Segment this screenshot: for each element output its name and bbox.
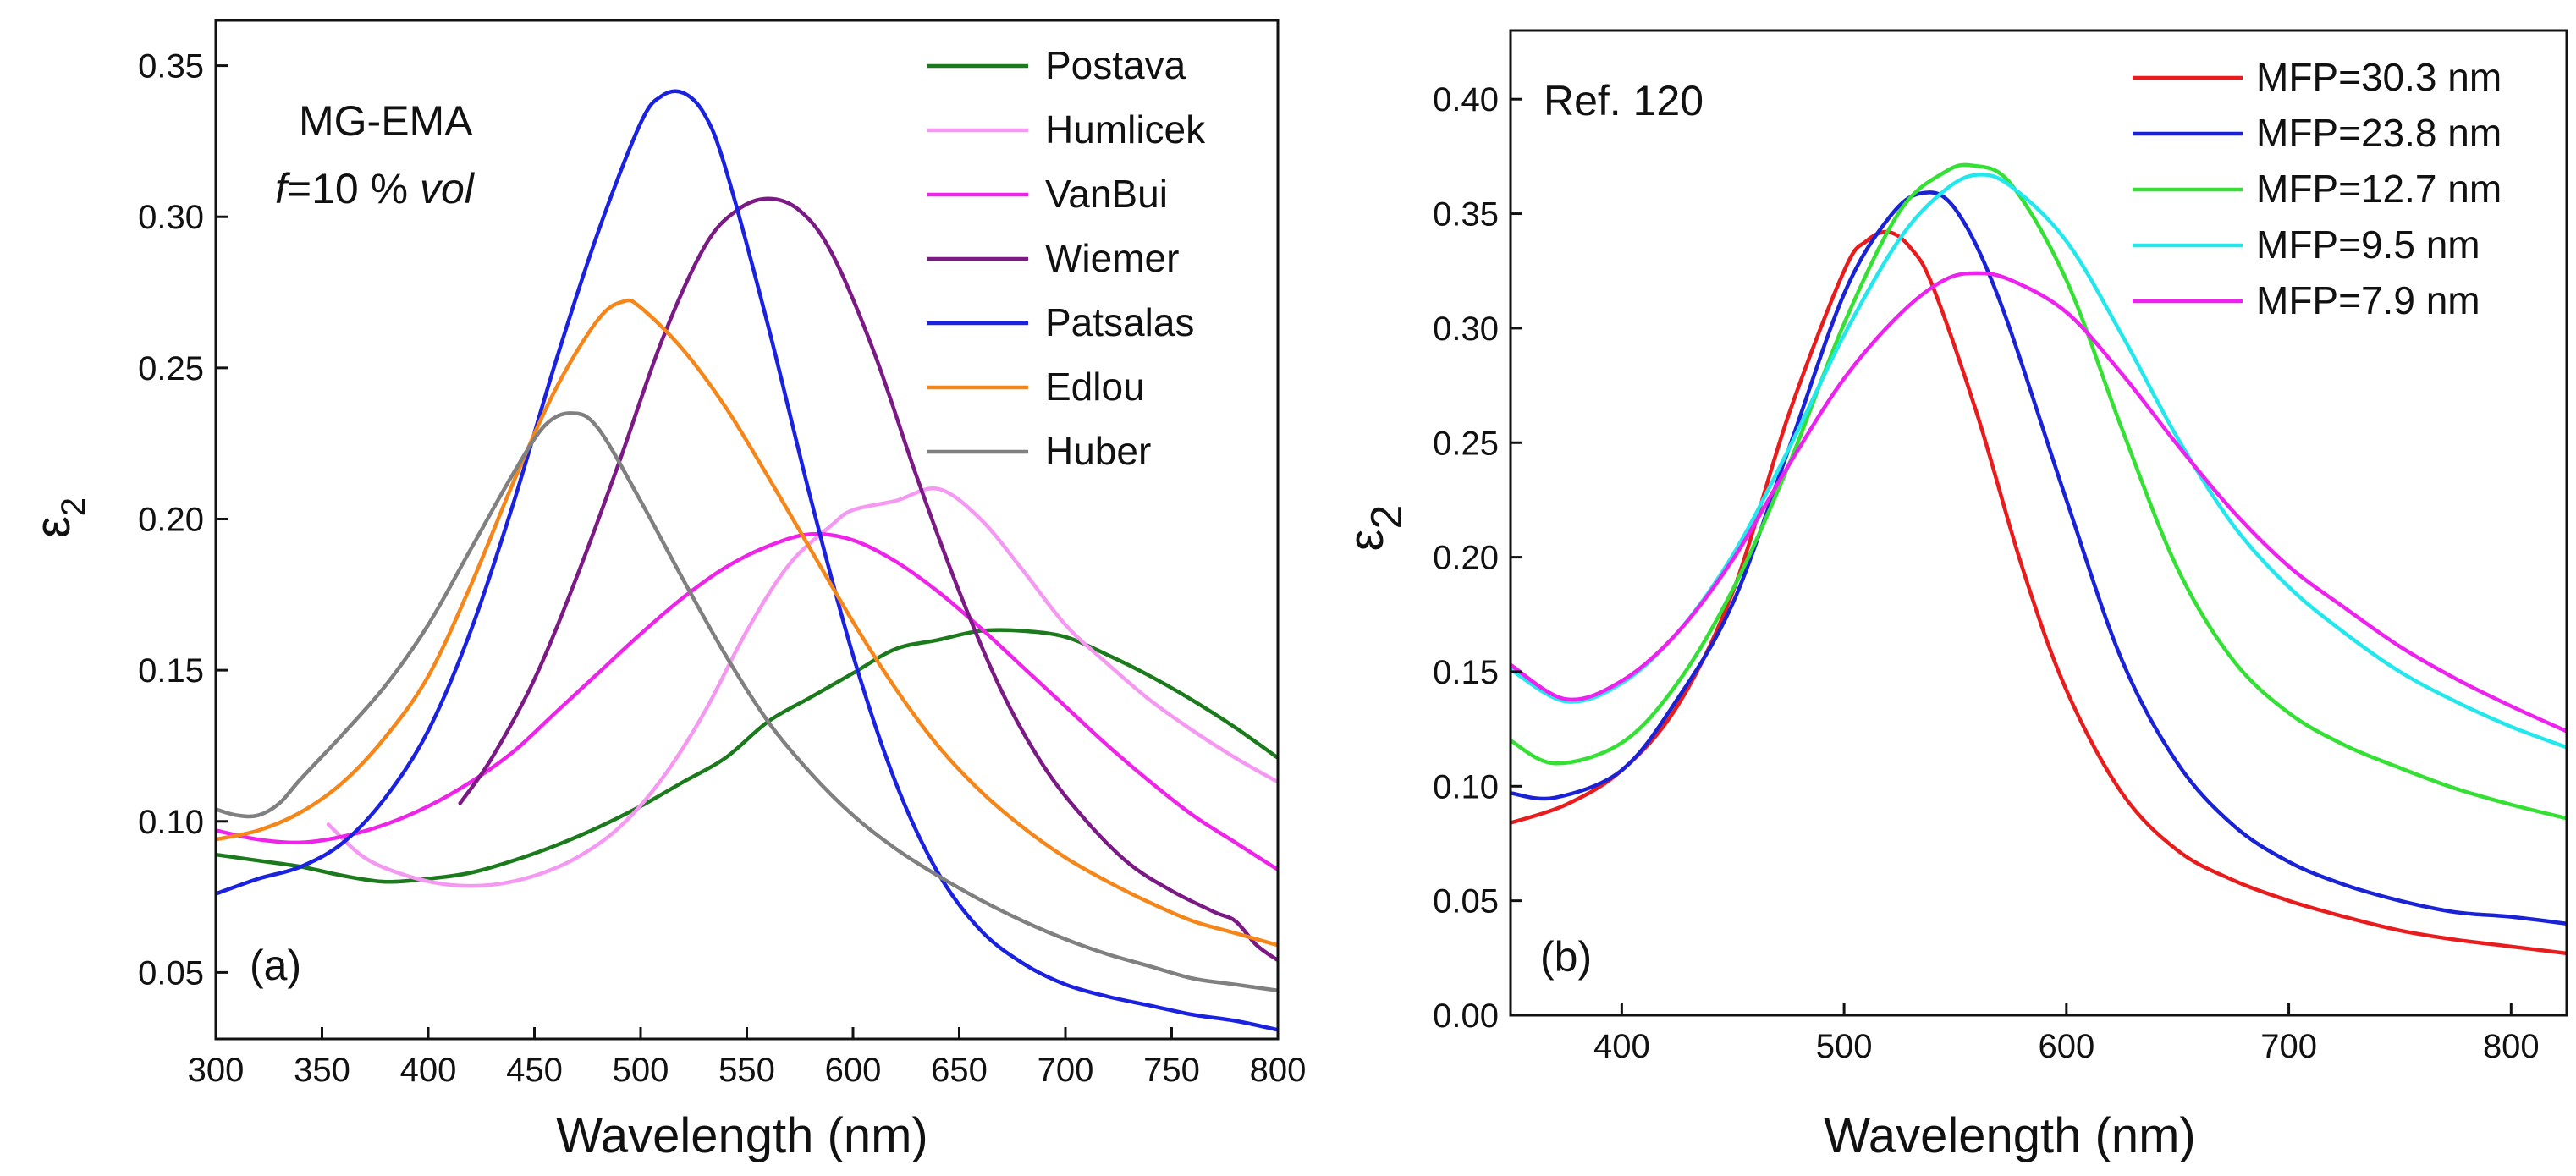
y-tick-label-a: 0.25 <box>138 350 204 387</box>
x-tick-label-b: 600 <box>2038 1028 2094 1065</box>
series-wiemer <box>458 196 1278 963</box>
chart-panel-b: 400 500 600 700 800 0.00 0.05 0.10 0.15 0.20 0.25 0… <box>1339 29 2568 1163</box>
y-tick-label-a: 0.15 <box>138 652 204 690</box>
series-huber <box>216 411 1278 993</box>
series-patsalas <box>216 89 1278 1032</box>
legend-a: Postava Humlicek VanBui Wiemer Patsalas Edlou… <box>927 43 1206 473</box>
series-mfp-30-3-nm <box>1511 229 2567 956</box>
y-axis-title-a: ε2 <box>25 497 92 538</box>
y-tick-label-b: 0.30 <box>1433 310 1499 348</box>
y-tick-label-a: 0.35 <box>138 48 204 85</box>
y-tick-label-b: 0.20 <box>1433 540 1499 577</box>
plot-frame-b <box>1509 29 2568 1017</box>
y-axis-title-b: ε2 <box>1339 505 1412 552</box>
annotation-reference: Ref. 120 <box>1544 77 1704 124</box>
legend-label: Huber <box>1045 429 1151 473</box>
axes-layer-b: 400 500 600 700 800 0.00 0.05 0.10 0.15 0.20 0.25 0… <box>1433 29 2568 1065</box>
y-axis-symbol-a: ε <box>25 516 80 538</box>
x-tick-label-a: 650 <box>931 1052 988 1089</box>
series-postava <box>216 628 1278 884</box>
annotation-fraction-value: =10 % <box>287 165 420 212</box>
annotation-fraction-unit: vol <box>420 165 476 212</box>
x-tick-label-a: 300 <box>188 1052 245 1089</box>
legend-label: MFP=7.9 nm <box>2256 278 2480 322</box>
y-tick-label-b: 0.10 <box>1433 768 1499 805</box>
legend-label: Wiemer <box>1045 236 1179 280</box>
panel-label-b: (b) <box>1540 933 1592 981</box>
legend-b: MFP=30.3 nm MFP=23.8 nm MFP=12.7 nm MFP=9.5… <box>2133 55 2502 322</box>
series-vanbui <box>216 531 1278 872</box>
legend-label: MFP=30.3 nm <box>2256 55 2502 99</box>
y-tick-label-a: 0.10 <box>138 804 204 841</box>
legend-label: Humlicek <box>1045 107 1206 151</box>
x-tick-label-a: 800 <box>1250 1052 1307 1089</box>
x-axis-title-b: Wavelength (nm) <box>1824 1108 2195 1163</box>
x-tick-label-a: 700 <box>1038 1052 1094 1089</box>
y-tick-label-a: 0.30 <box>138 199 204 236</box>
y-axis-subscript-b: 2 <box>1362 505 1412 530</box>
y-tick-label-a: 0.05 <box>138 954 204 992</box>
chart-panel-a: 300 350 400 450 500 550 600 650 700 750 800 0.05 0.1… <box>25 19 1307 1163</box>
y-tick-label-b: 0.05 <box>1433 883 1499 920</box>
y-axis-subscript-a: 2 <box>55 497 92 516</box>
series-layer-a <box>216 89 1278 1032</box>
annotation-fraction: f=10 % vol <box>275 165 476 212</box>
x-tick-label-b: 800 <box>2483 1028 2540 1065</box>
axes-layer-a: 300 350 400 450 500 550 600 650 700 750 800 0.05 0.1… <box>138 19 1307 1089</box>
x-tick-label-a: 450 <box>506 1052 563 1089</box>
annotation-method: MG-EMA <box>299 97 473 145</box>
legend-label: MFP=23.8 nm <box>2256 111 2502 155</box>
legend-label: MFP=9.5 nm <box>2256 223 2480 267</box>
legend-label: VanBui <box>1045 172 1168 216</box>
x-tick-label-a: 750 <box>1143 1052 1200 1089</box>
y-axis-symbol-b: ε <box>1339 530 1394 552</box>
y-tick-label-b: 0.35 <box>1433 196 1499 234</box>
series-mfp-23-8-nm <box>1511 190 2567 926</box>
legend-label: Postava <box>1045 43 1186 87</box>
series-layer-b <box>1511 162 2567 956</box>
x-axis-title-a: Wavelength (nm) <box>556 1108 927 1163</box>
y-tick-label-b: 0.40 <box>1433 81 1499 118</box>
x-tick-label-a: 550 <box>718 1052 775 1089</box>
x-tick-label-b: 700 <box>2260 1028 2317 1065</box>
legend-label: MFP=12.7 nm <box>2256 167 2502 211</box>
x-tick-label-b: 400 <box>1593 1028 1650 1065</box>
y-tick-label-b: 0.15 <box>1433 654 1499 691</box>
y-tick-label-b: 0.25 <box>1433 425 1499 462</box>
y-tick-label-a: 0.20 <box>138 501 204 538</box>
series-humlicek <box>326 486 1278 888</box>
x-tick-label-a: 350 <box>294 1052 350 1089</box>
series-mfp-7-9-nm <box>1511 271 2567 734</box>
x-tick-label-a: 600 <box>825 1052 882 1089</box>
x-tick-label-a: 500 <box>613 1052 669 1089</box>
legend-label: Edlou <box>1045 365 1145 409</box>
y-tick-label-b: 0.00 <box>1433 997 1499 1035</box>
x-tick-label-a: 400 <box>400 1052 457 1089</box>
x-tick-label-b: 500 <box>1816 1028 1873 1065</box>
legend-label: Patsalas <box>1045 300 1194 344</box>
series-edlou <box>216 298 1278 948</box>
panel-label-a: (a) <box>250 942 301 989</box>
